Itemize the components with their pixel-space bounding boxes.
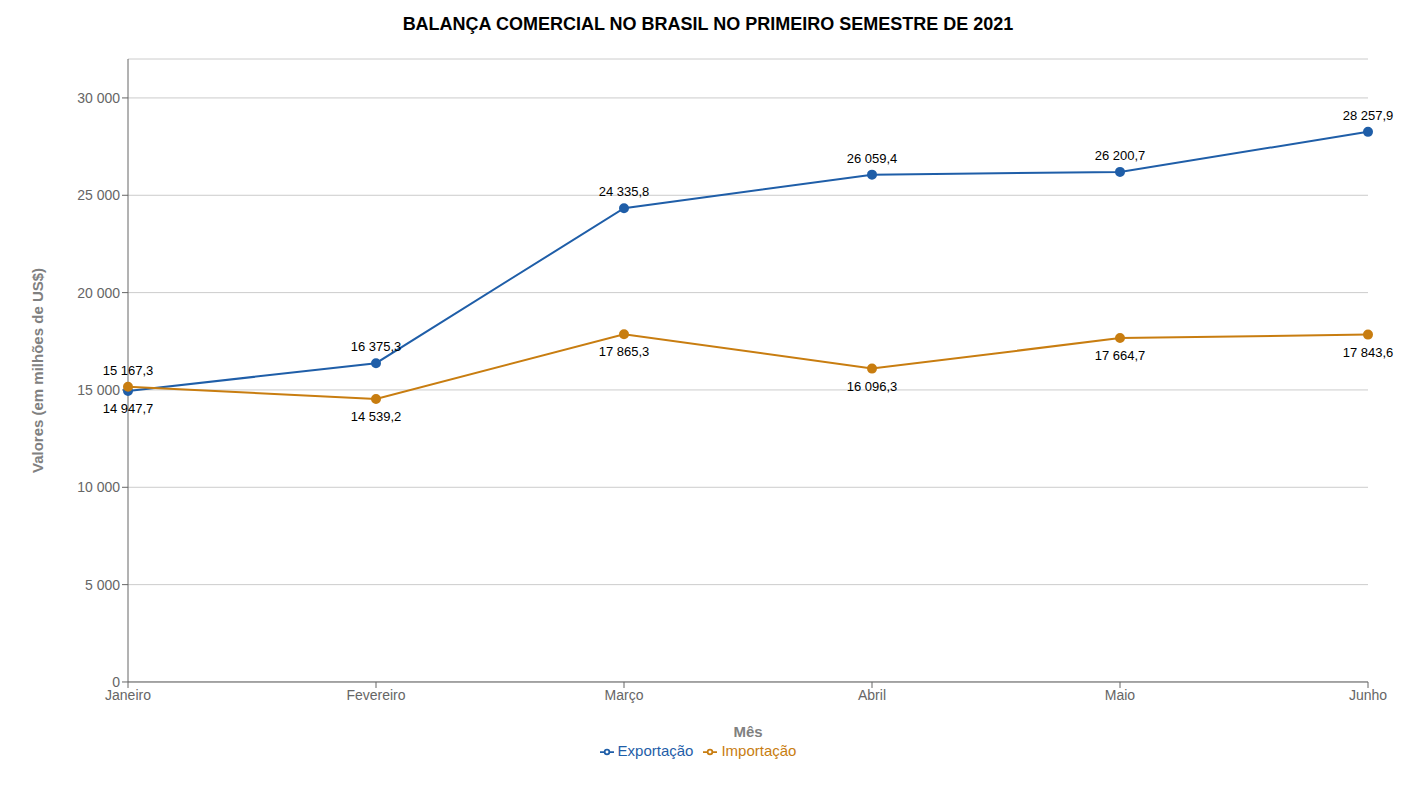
svg-text:0: 0 — [112, 674, 120, 690]
html-text:BALANÇA COMERCIAL NO BRASIL NO: BALANÇA COMERCIAL NO BRASIL NO PRIMEIRO … — [402, 14, 1014, 34]
svg-text:15 167,3: 15 167,3 — [103, 363, 154, 378]
svg-text:30 000: 30 000 — [77, 90, 120, 106]
svg-text:25 000: 25 000 — [77, 187, 120, 203]
svg-text:Maio: Maio — [1105, 687, 1136, 703]
svg-text:15 000: 15 000 — [77, 382, 120, 398]
svg-text:28 257,9: 28 257,9 — [1343, 108, 1394, 123]
svg-text:20 000: 20 000 — [77, 285, 120, 301]
html-text:Exportação: Exportação — [617, 742, 694, 759]
svg-text:Valores (em milhões de US$): Valores (em milhões de US$) — [29, 268, 46, 473]
svg-text:17 865,3: 17 865,3 — [599, 344, 650, 359]
svg-text:Janeiro: Janeiro — [105, 686, 151, 703]
svg-text:Mês: Mês — [733, 723, 762, 740]
svg-text:5 000: 5 000 — [85, 577, 120, 593]
svg-text:Junho: Junho — [1349, 687, 1387, 703]
svg-text:Março: Março — [605, 687, 644, 703]
svg-text:10 000: 10 000 — [77, 479, 120, 495]
svg-text:14 947,7: 14 947,7 — [103, 401, 154, 416]
svg-text:26 059,4: 26 059,4 — [847, 151, 898, 166]
svg-text:17 664,7: 17 664,7 — [1095, 348, 1146, 363]
svg-text:Fevereiro: Fevereiro — [346, 687, 405, 703]
svg-text:26 200,7: 26 200,7 — [1095, 148, 1146, 163]
svg-text:Abril: Abril — [858, 687, 886, 703]
svg-text:24 335,8: 24 335,8 — [599, 184, 650, 199]
svg-text:16 375,3: 16 375,3 — [351, 339, 402, 354]
html-text:Importação: Importação — [721, 742, 797, 759]
svg-text:14 539,2: 14 539,2 — [351, 409, 402, 424]
svg-text:17 843,6: 17 843,6 — [1343, 345, 1394, 360]
svg-text:16 096,3: 16 096,3 — [847, 379, 898, 394]
